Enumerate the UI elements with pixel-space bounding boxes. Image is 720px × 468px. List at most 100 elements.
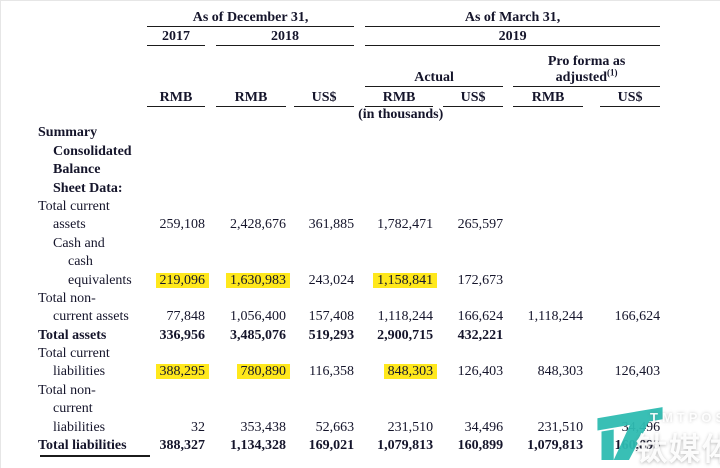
header-spacer — [147, 45, 365, 86]
value-cell — [513, 233, 583, 251]
value-cell — [600, 399, 660, 417]
value-cell: 116,358 — [309, 364, 355, 380]
value-cell — [443, 344, 503, 362]
value-cell — [147, 141, 205, 159]
value-cell: 432,221 — [457, 327, 504, 343]
unit-usd-actual: US$ — [443, 86, 504, 107]
table-row: Total current — [0, 197, 720, 215]
column-spacer — [583, 233, 600, 251]
header-row-in-thousands: (in thousands) — [0, 106, 720, 123]
value-cell — [513, 399, 583, 417]
value-cell — [294, 123, 354, 141]
column-spacer — [503, 307, 513, 325]
column-spacer — [433, 252, 443, 270]
column-spacer — [205, 307, 216, 325]
column-spacer — [433, 344, 443, 362]
header-spacer — [503, 86, 513, 106]
row-label: liabilities — [53, 419, 106, 435]
value-cell: 219,096 — [147, 270, 209, 288]
value-cell — [365, 141, 433, 159]
row-label: Total current — [38, 198, 110, 214]
value-cell — [600, 233, 660, 251]
value-cell — [513, 123, 583, 141]
value-cell — [513, 252, 583, 270]
value-cell — [443, 289, 503, 307]
value-cell — [147, 233, 205, 251]
row-label: cash — [68, 254, 93, 270]
table-row: Balance — [0, 160, 720, 178]
value-cell — [443, 197, 503, 215]
value-cell — [365, 178, 433, 196]
column-spacer — [286, 417, 294, 435]
right-margin — [660, 215, 720, 233]
column-spacer — [503, 289, 513, 307]
column-spacer — [354, 380, 365, 398]
unit-rmb-2017: RMB — [147, 86, 205, 107]
value-cell: 52,663 — [315, 419, 355, 435]
value-cell: 2,428,676 — [230, 217, 286, 233]
header-row-period: As of December 31, As of March 31, — [0, 0, 720, 27]
header-spacer — [0, 26, 147, 45]
table-row: Total assets 336,956 3,485,076 519,293 2,900… — [0, 325, 720, 343]
footnote-ref: (1) — [607, 66, 618, 77]
table-row: Summary — [0, 123, 720, 141]
value-cell — [600, 141, 660, 159]
column-spacer — [433, 307, 443, 325]
header-spacer — [205, 26, 216, 45]
header-spacer — [503, 106, 720, 123]
value-cell: 1,118,244 — [527, 309, 584, 325]
unit-rmb-2018: RMB — [216, 86, 286, 107]
column-spacer — [503, 123, 513, 141]
right-margin — [660, 344, 720, 362]
column-spacer — [433, 399, 443, 417]
column-spacer — [503, 380, 513, 398]
value-cell: 848,303 — [537, 364, 584, 380]
column-spacer — [433, 123, 443, 141]
table-row: liabilities 388,295 780,890 116,358 848,303 1… — [0, 362, 720, 380]
table-row: equivalents 219,096 1,630,983 243,024 1,158,… — [0, 270, 720, 288]
column-spacer — [503, 362, 513, 380]
value-cell — [513, 270, 583, 288]
row-label: Total current — [38, 346, 110, 362]
value-cell — [443, 178, 503, 196]
column-spacer — [286, 233, 294, 251]
value-cell — [216, 289, 286, 307]
header-spacer — [354, 86, 365, 106]
column-spacer — [205, 380, 216, 398]
value-cell: 1,782,471 — [377, 217, 434, 233]
value-cell — [513, 325, 583, 343]
column-spacer — [205, 160, 216, 178]
value-cell — [147, 289, 205, 307]
column-spacer — [205, 436, 216, 454]
unit-rmb-proforma: RMB — [513, 86, 584, 107]
value-cell — [513, 197, 583, 215]
column-spacer — [286, 141, 294, 159]
value-cell — [294, 344, 354, 362]
value-cell: 34,496 — [464, 419, 504, 435]
row-label: Consolidated — [53, 143, 132, 159]
column-spacer — [433, 141, 443, 159]
column-spacer — [503, 252, 513, 270]
value-cell — [443, 252, 503, 270]
column-spacer — [354, 141, 365, 159]
highlighted-value: 388,295 — [155, 364, 209, 380]
value-cell: 3,485,076 — [230, 327, 286, 343]
value-cell — [600, 252, 660, 270]
column-spacer — [205, 178, 216, 196]
column-spacer — [205, 417, 216, 435]
value-cell — [600, 344, 660, 362]
value-cell: 780,890 — [216, 362, 290, 380]
column-spacer — [205, 252, 216, 270]
value-cell — [294, 380, 354, 398]
value-cell: 1,079,813 — [377, 438, 434, 454]
value-cell — [147, 178, 205, 196]
pro-forma-line2: adjusted(1) — [555, 66, 618, 85]
column-spacer — [286, 436, 294, 454]
value-cell — [443, 399, 503, 417]
value-cell — [294, 399, 354, 417]
row-label: Total assets — [38, 327, 107, 343]
pro-forma-line1: Pro forma as — [547, 53, 626, 69]
column-spacer — [286, 399, 294, 417]
column-spacer — [286, 178, 294, 196]
column-spacer — [286, 123, 294, 141]
